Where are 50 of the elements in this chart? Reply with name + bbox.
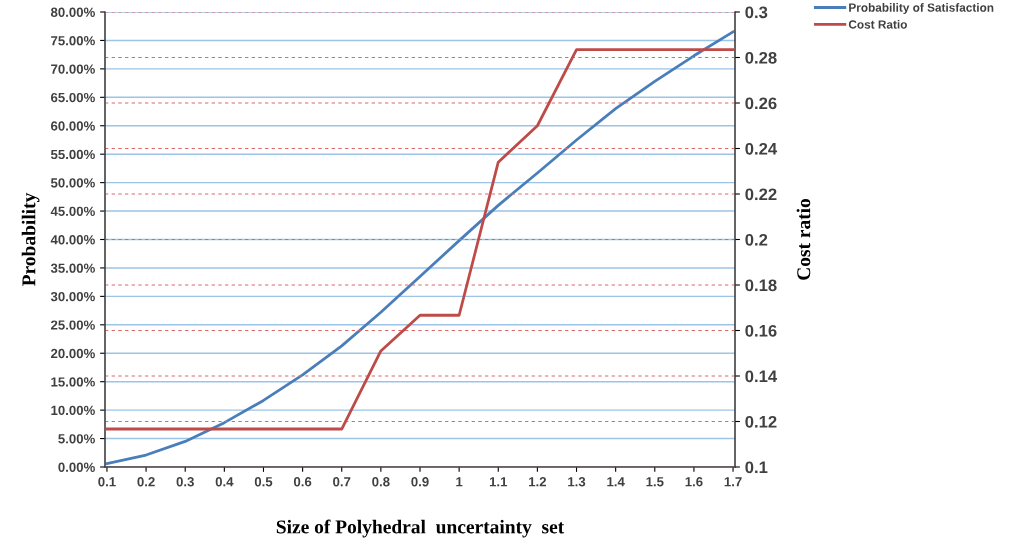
x-tick-label: 0.4 <box>215 477 234 487</box>
y-tick-label: 40.00% <box>50 235 95 245</box>
x-axis-title: Size of Polyhedral uncertainty set <box>276 519 565 538</box>
x-tick-label: 0.7 <box>333 477 351 487</box>
x-tick-label: 0.1 <box>98 477 116 487</box>
x-tick-label: 0.9 <box>411 477 429 487</box>
y-tick-label: 15.00% <box>51 377 95 387</box>
y2-axis-title: Cost ratio <box>796 198 811 280</box>
legend-label: Cost Ratio <box>848 19 907 29</box>
y-tick-label: 5.00% <box>58 434 95 444</box>
y-tick-label: 50.00% <box>50 178 95 188</box>
y-tick-label: 35.00% <box>50 263 95 273</box>
x-tick-label: 1.3 <box>568 477 586 487</box>
legend-label: Probability of Satisfaction <box>849 3 994 15</box>
y2-tick-label: 0.26 <box>745 97 777 110</box>
y2-tick-label: 0.24 <box>745 142 778 155</box>
y2-tick-label: 0.16 <box>745 324 777 337</box>
y-tick-label: 80.00% <box>50 7 95 17</box>
y-tick-label: 20.00% <box>50 348 95 359</box>
x-tick-label: 0.2 <box>137 477 155 487</box>
x-tick-label: 0.3 <box>176 477 194 487</box>
x-tick-label: 1.1 <box>489 477 508 487</box>
y2-tick-label: 0.18 <box>745 279 777 292</box>
y-tick-label: 30.00% <box>50 291 95 302</box>
y-tick-label: 55.00% <box>50 149 95 160</box>
y2-tick-label: 0.22 <box>745 188 777 201</box>
x-tick-label: 1.2 <box>529 477 547 487</box>
y-tick-label: 45.00% <box>50 206 95 216</box>
y-tick-label: 70.00% <box>51 64 95 74</box>
x-tick-label: 1.7 <box>724 477 742 487</box>
y2-tick-label: 0.12 <box>745 415 777 428</box>
y2-tick-label: 0.3 <box>745 6 768 19</box>
x-tick-label: 1.6 <box>685 477 703 487</box>
x-tick-label: 1.5 <box>646 477 664 487</box>
x-tick-label: 1.4 <box>607 477 625 487</box>
y-axis-title: Probability <box>21 192 40 286</box>
y2-tick-label: 0.1 <box>745 461 768 474</box>
y-tick-label: 0.00% <box>58 462 95 472</box>
x-tick-label: 1 <box>456 477 463 487</box>
y-tick-label: 25.00% <box>50 320 95 330</box>
y-tick-label: 75.00% <box>51 36 95 46</box>
y2-tick-label: 0.28 <box>745 51 777 64</box>
y-tick-label: 10.00% <box>51 405 95 416</box>
y-tick-label: 65.00% <box>51 92 95 103</box>
y-tick-label: 60.00% <box>51 121 95 131</box>
x-tick-label: 0.6 <box>293 477 312 487</box>
y2-tick-label: 0.2 <box>745 233 768 246</box>
y2-tick-label: 0.14 <box>745 370 778 383</box>
x-tick-label: 0.8 <box>372 477 390 487</box>
x-tick-label: 0.5 <box>254 477 273 487</box>
